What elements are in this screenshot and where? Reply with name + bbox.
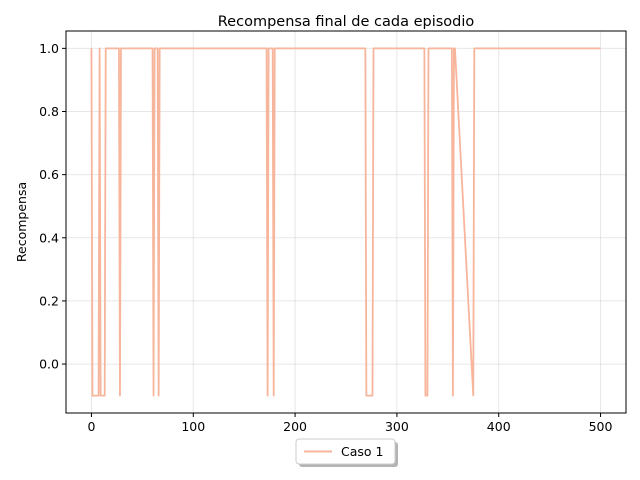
y-axis-label: Recompensa bbox=[14, 182, 29, 262]
series-layer bbox=[90, 47, 601, 397]
y-axis: 0.0 0.2 0.4 0.6 0.8 1.0 bbox=[39, 41, 66, 372]
legend: Caso 1 bbox=[295, 438, 398, 467]
y-tick-label: 1.0 bbox=[39, 41, 59, 56]
legend-label-caso-1: Caso 1 bbox=[341, 444, 383, 459]
x-axis: 0 100 200 300 400 500 bbox=[87, 413, 613, 434]
plot-frame bbox=[65, 30, 627, 414]
x-tick-label: 100 bbox=[181, 419, 205, 434]
series-line-caso-1 bbox=[90, 47, 601, 397]
legend-box bbox=[295, 438, 396, 465]
x-tick-label: 400 bbox=[487, 419, 511, 434]
y-tick-label: 0.0 bbox=[39, 357, 59, 372]
y-tick-label: 0.4 bbox=[39, 230, 59, 245]
x-tick-label: 500 bbox=[589, 419, 613, 434]
y-tick-label: 0.2 bbox=[39, 293, 59, 308]
x-tick-label: 0 bbox=[87, 419, 95, 434]
y-tick-label: 0.6 bbox=[39, 167, 59, 182]
x-tick-label: 300 bbox=[385, 419, 409, 434]
x-tick-label: 200 bbox=[283, 419, 307, 434]
y-tick-label: 0.8 bbox=[39, 104, 59, 119]
chart-title: Recompensa final de cada episodio bbox=[218, 14, 475, 30]
